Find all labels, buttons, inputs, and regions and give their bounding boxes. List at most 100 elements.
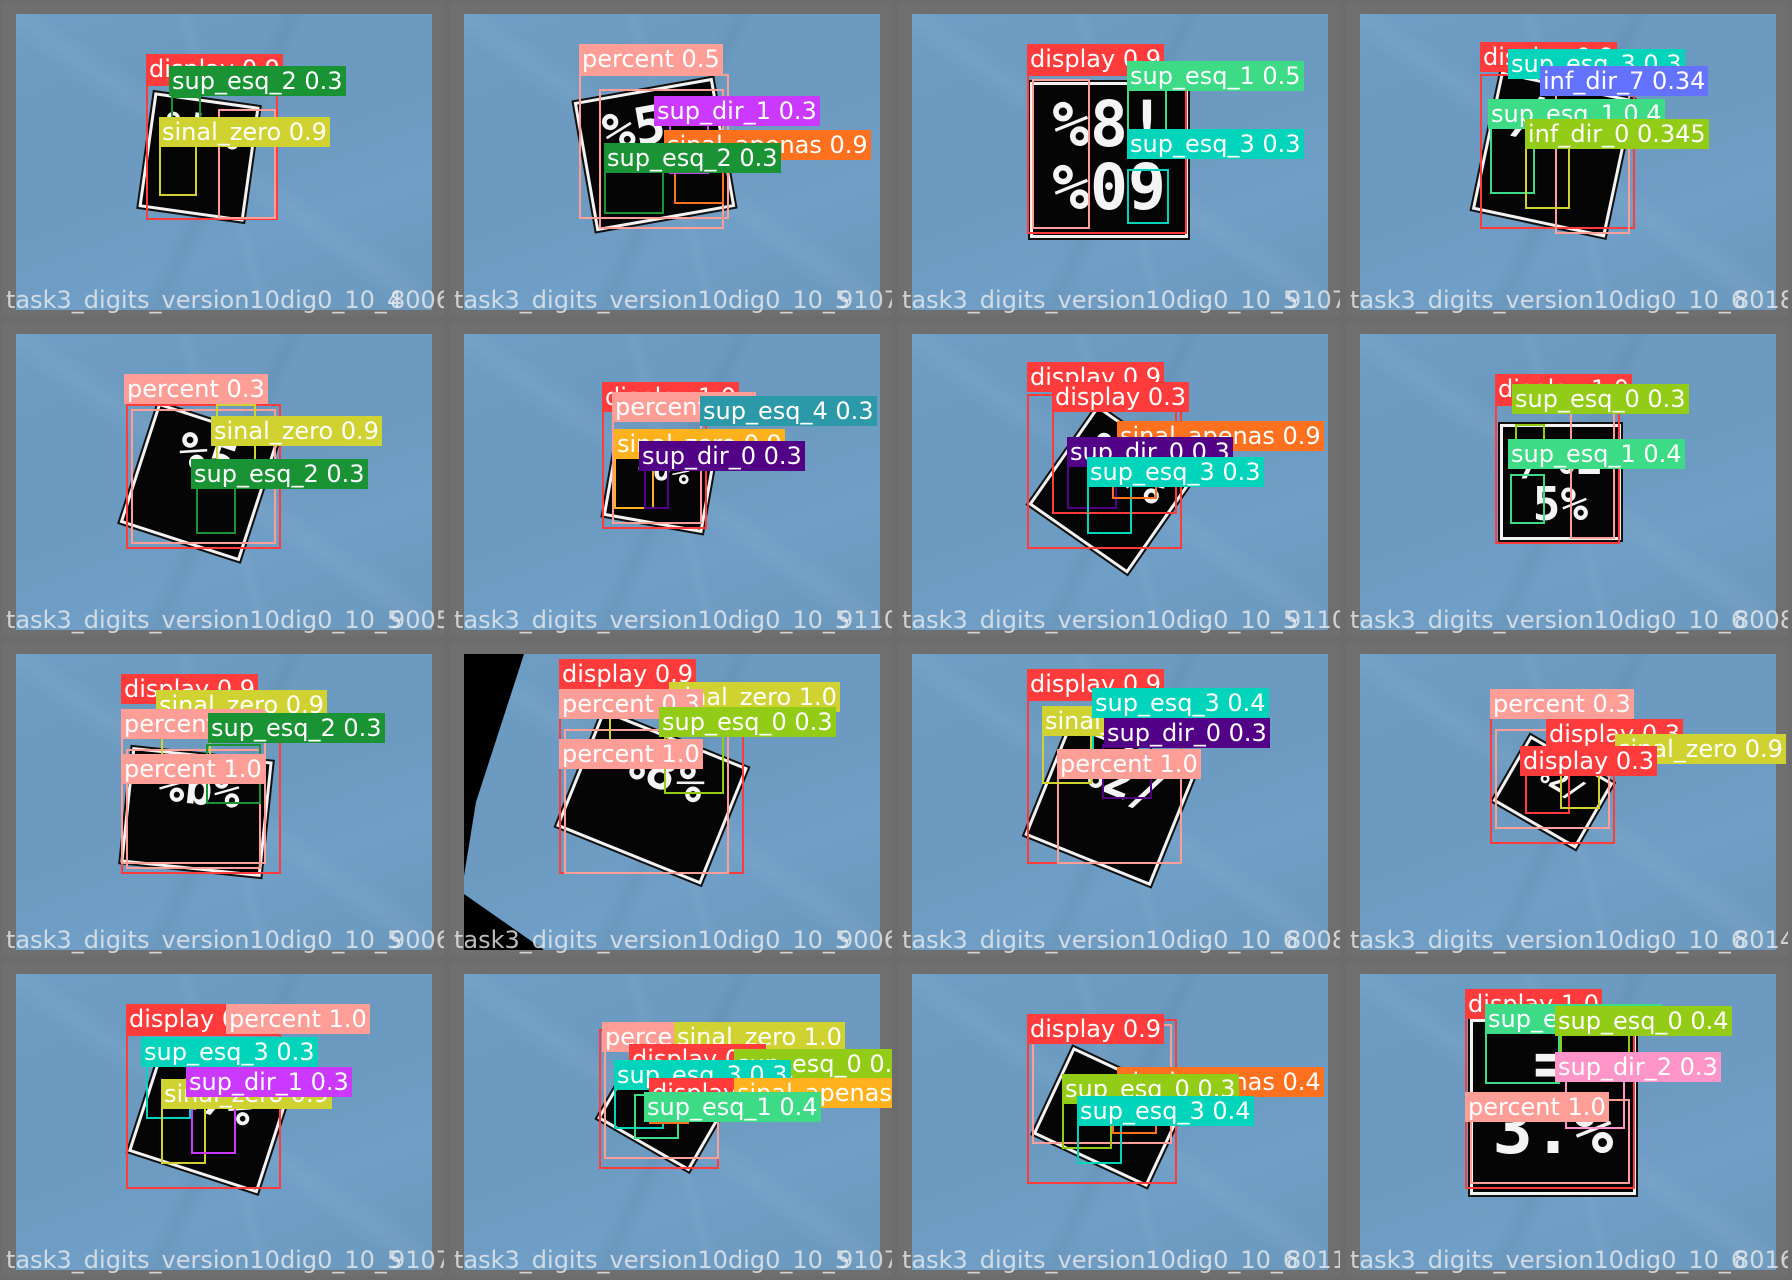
detection-label: sup_dir_0 0.3 <box>1104 718 1270 748</box>
tile-filename-caption: task3_digits_version10dig0_10_6 <box>1350 926 1746 954</box>
detection-label: sup_esq_0 0.3 <box>659 707 836 737</box>
tile-filename-caption: task3_digits_version10dig0_10_6 <box>1350 286 1746 314</box>
detection-label: display 0.3 <box>1052 382 1189 412</box>
detection-label: sinal_zero 0.9 <box>159 117 330 147</box>
tile-filename-caption: task3_digits_version10dig0_10_6 <box>1350 606 1746 634</box>
detection-label: percent 1.0 <box>226 1004 370 1034</box>
scene-background: %b% display 0.9 sinal_zero 0.9 percent 0.3 s… <box>16 654 432 950</box>
detection-label: sup_esq_1 0.4 <box>644 1092 821 1122</box>
tile-filename-caption-overlap: 9006_digits_version10dig0_10_5 <box>390 926 444 954</box>
detection-label: percent 1.0 <box>1057 749 1201 779</box>
detection-label: inf_dir_7 0.34 <box>1540 66 1708 96</box>
detection-tile: %1percent 0.3sinal_zero 1.0display 0.3su… <box>450 962 892 1276</box>
detection-label: sup_esq_2 0.3 <box>208 713 385 743</box>
detection-label: display 0.9 <box>1027 1014 1164 1044</box>
tile-filename-caption-overlap: 8006_digits_version10dig0_10_5 <box>390 286 444 314</box>
tile-filename-caption-overlap: 8016_digits_version10dig0_10_6 <box>1734 1246 1788 1274</box>
tile-filename-caption: task3_digits_version10dig0_10_6 <box>1350 1246 1746 1274</box>
detection-label: sup_esq_2 0.3 <box>604 143 781 173</box>
detection-tile: %8% display 0.9 sinal_zero 1.0 percent 0.3 s… <box>450 642 892 956</box>
detection-label: sup_esq_3 0.4 <box>1092 688 1269 718</box>
detection-label: sup_esq_2 0.3 <box>169 66 346 96</box>
detection-label: percent 1.0 <box>121 754 265 784</box>
detection-label: sup_esq_1 0.4 <box>1508 439 1685 469</box>
tile-filename-caption-overlap: 9110_digits_version10dig0_10_5 <box>838 606 892 634</box>
tile-filename-caption: task3_digits_version10dig0_10_5 <box>454 286 850 314</box>
detection-label: inf_dir_0 0.345 <box>1525 119 1709 149</box>
tile-filename-caption-overlap: 9107_digits_version10dig0_10_6 <box>838 1246 892 1274</box>
bounding-box <box>1570 409 1615 539</box>
detection-label: percent 0.3 <box>124 374 268 404</box>
detection-tile: %5 percent 0.3 sinal_zero 0.9 sup_esq_2 0.3… <box>2 322 444 636</box>
tile-filename-caption: task3_digits_version10dig0_10_6 <box>902 1246 1298 1274</box>
detection-tile: %8!%09 display 0.9 sup_esq_1 0.5 sup_esq_3 … <box>898 2 1340 316</box>
detection-label: sup_esq_3 0.3 <box>141 1037 318 1067</box>
detection-label: percent 1.0 <box>1465 1092 1609 1122</box>
scene-background: %5 percent 0.3 sinal_zero 0.9 sup_esq_2 0.3 <box>16 334 432 630</box>
detection-label: sup_esq_1 0.5 <box>1127 61 1304 91</box>
detection-label: sinal_zero 0.9 <box>211 416 382 446</box>
detection-label: sup_dir_0 0.3 <box>639 441 805 471</box>
tile-filename-caption-overlap: 9107_digits_version10dig0_10_6 <box>1286 286 1340 314</box>
tile-filename-caption: task3_digits_version10dig0_10_5 <box>6 926 402 954</box>
tile-filename-caption-overlap: 9110_digits_version10dig0_10_6 <box>1286 606 1340 634</box>
scene-background: %8!%09 display 0.9 sup_esq_1 0.5 sup_esq_3 … <box>912 14 1328 310</box>
detection-label: sup_dir_1 0.3 <box>654 96 820 126</box>
bounding-box <box>1127 169 1169 224</box>
tile-filename-caption-overlap: 9107_digits_version10dig0_10_5 <box>390 1246 444 1274</box>
tile-filename-caption-overlap: 8018_digits_version10dig0_10_6 <box>1734 286 1788 314</box>
tile-filename-caption-overlap: 9006_digits_version10dig0_10_5 <box>838 926 892 954</box>
detection-label: sup_dir_2 0.3 <box>1555 1052 1721 1082</box>
tile-filename-caption: task3_digits_version10dig0_10_5 <box>454 606 850 634</box>
scene-background: /%15%display 1.0sup_esq_0 0.3sup_esq_1 0… <box>1360 334 1776 630</box>
detection-label: sup_esq_3 0.3 <box>1087 457 1264 487</box>
tile-filename-caption-overlap: 8008_digits_version10dig0_10_6 <box>1286 926 1340 954</box>
detection-label: percent 0.5 <box>579 44 723 74</box>
detection-label: sup_esq_4 0.3 <box>700 396 877 426</box>
tile-filename-caption: task3_digits_version10dig0_10_6 <box>902 926 1298 954</box>
detection-label: sup_esq_0 0.4 <box>1555 1006 1732 1036</box>
tile-filename-caption: task3_digits_version10dig0_10_5 <box>6 1246 402 1274</box>
detection-label: sup_esq_0 0.3 <box>1512 384 1689 414</box>
scene-background: %8% display 0.9 sinal_zero 1.0 percent 0.3 s… <box>464 654 880 950</box>
bounding-box <box>1032 79 1090 229</box>
detection-label: sup_esq_2 0.3 <box>191 459 368 489</box>
tile-filename-caption-overlap: 8008_digits_version10dig0_10_6 <box>1734 606 1788 634</box>
detection-label: sup_dir_1 0.3 <box>186 1067 352 1097</box>
bounding-box <box>1510 474 1545 524</box>
tile-filename-caption-overlap: 9107_digits_version10dig0_10_5 <box>838 286 892 314</box>
tile-filename-caption: task3_digits_version10dig0_10_5 <box>902 286 1298 314</box>
detection-label: percent 0.3 <box>1490 689 1634 719</box>
detection-tile: %7%display 0.9percent 1.0sup_esq_3 0.3si… <box>2 962 444 1276</box>
detection-label: percent 1.0 <box>559 739 703 769</box>
detection-tile: %5'percent 0.5sup_dir_1 0.3sinal_apenas … <box>450 2 892 316</box>
tile-filename-caption-overlap: 9005_digits_version10dig0_10_5 <box>390 606 444 634</box>
tile-filename-caption: task3_digits_version10dig0_10_5 <box>902 606 1298 634</box>
bounding-box <box>604 169 664 214</box>
bounding-box <box>644 469 669 509</box>
detection-label: sup_esq_3 0.3 <box>1127 129 1304 159</box>
tile-filename-caption: task3_digits_version10dig0_10_5 <box>454 926 850 954</box>
detection-tile: %b% display 0.9 sinal_zero 0.9 percent 0.3 s… <box>2 642 444 956</box>
tile-filename-caption: task3_digits_version10dig0_10_5 <box>6 606 402 634</box>
tile-filename-caption: task3_digits_version10dig0_10_4 <box>6 286 402 314</box>
tile-filename-caption-overlap: 8011_digits_version10dig0_10_6 <box>1286 1246 1340 1274</box>
